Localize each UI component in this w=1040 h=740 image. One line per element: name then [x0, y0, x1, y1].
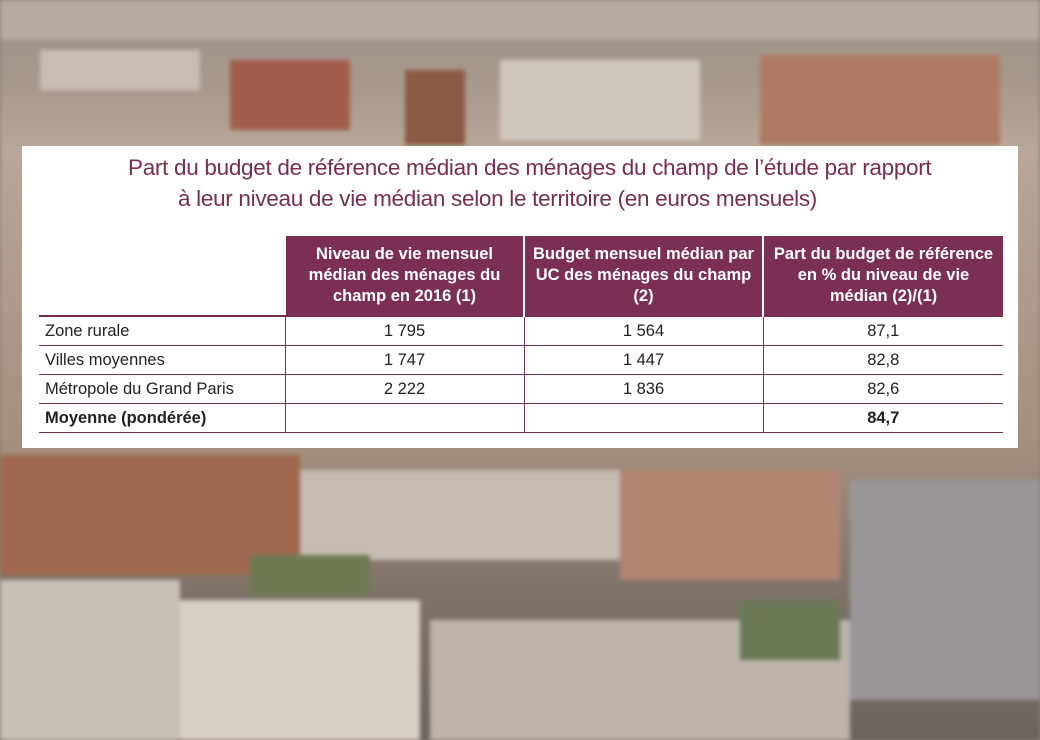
table-row: Métropole du Grand Paris 2 222 1 836 82,… — [39, 374, 1003, 404]
cell-niveau-de-vie — [284, 403, 524, 433]
cell-part: 84,7 — [762, 403, 1003, 433]
cell-niveau-de-vie: 1 747 — [284, 345, 524, 375]
budget-table: Niveau de vie mensuel médian des ménages… — [39, 236, 1003, 433]
cell-part: 82,6 — [762, 374, 1003, 404]
table-panel: Part du budget de référence médian des m… — [22, 146, 1018, 448]
cell-budget: 1 836 — [523, 374, 763, 404]
table-row: Villes moyennes 1 747 1 447 82,8 — [39, 345, 1003, 375]
row-label: Moyenne (pondérée) — [39, 403, 285, 433]
table-row-total: Moyenne (pondérée) 84,7 — [39, 403, 1003, 433]
row-label: Villes moyennes — [39, 345, 285, 375]
header-cell-empty — [39, 236, 285, 317]
header-niveau-de-vie: Niveau de vie mensuel médian des ménages… — [284, 236, 524, 316]
title-line-2: à leur niveau de vie médian selon le ter… — [178, 186, 817, 211]
title-line-1: Part du budget de référence médian des m… — [128, 155, 932, 180]
row-label: Zone rurale — [39, 315, 285, 346]
cell-budget: 1 564 — [523, 315, 763, 346]
cell-budget — [523, 403, 763, 433]
cell-part: 87,1 — [762, 315, 1003, 346]
header-budget-mensuel: Budget mensuel médian par UC des ménages… — [523, 236, 763, 316]
table-row: Zone rurale 1 795 1 564 87,1 — [39, 315, 1003, 346]
header-part-budget: Part du budget de référence en % du nive… — [762, 236, 1003, 316]
table-header-row: Niveau de vie mensuel médian des ménages… — [39, 236, 1003, 317]
cell-part: 82,8 — [762, 345, 1003, 375]
cell-niveau-de-vie: 2 222 — [284, 374, 524, 404]
cell-budget: 1 447 — [523, 345, 763, 375]
row-label: Métropole du Grand Paris — [39, 374, 285, 404]
cell-niveau-de-vie: 1 795 — [284, 315, 524, 346]
